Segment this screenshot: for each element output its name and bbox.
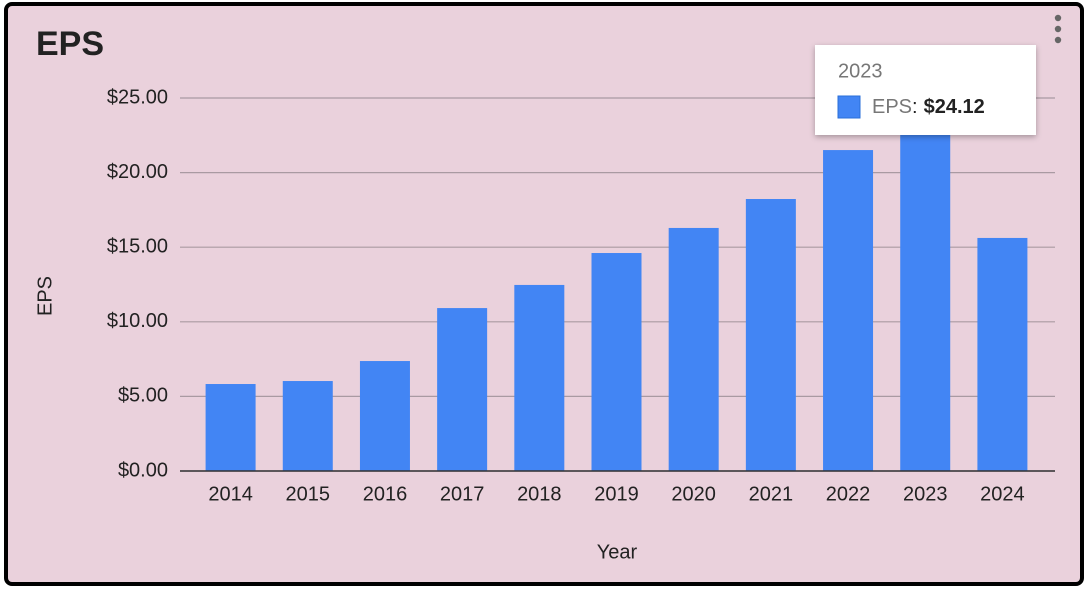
tooltip-box <box>815 45 1036 135</box>
plot-area: $0.00 $5.00 $10.00 $15.00 $20.00 $25.00 2014 20… <box>107 86 1055 505</box>
x-tick-label: 2017 <box>440 483 485 505</box>
bar <box>823 150 874 471</box>
y-tick-label: $25.00 <box>107 86 168 108</box>
bar <box>205 384 256 471</box>
x-axis-title: Year <box>597 541 638 563</box>
x-tick-label: 2024 <box>980 483 1025 505</box>
bar <box>900 111 951 471</box>
y-axis-title: EPS <box>34 276 56 316</box>
x-tick-label: 2015 <box>286 483 331 505</box>
tooltip-value: $24.12 <box>924 96 985 118</box>
bar <box>359 361 410 471</box>
tooltip-line: EPS: $24.12 <box>872 96 985 118</box>
menu-icon[interactable] <box>1054 14 1062 44</box>
chart-title: EPS <box>36 25 104 63</box>
x-tick-label: 2016 <box>363 483 408 505</box>
bar <box>514 284 565 471</box>
bar <box>745 199 796 471</box>
x-tick-label: 2014 <box>208 483 253 505</box>
y-tick-label: $5.00 <box>118 385 168 407</box>
bar <box>977 237 1028 471</box>
y-tick-label: $20.00 <box>107 161 168 183</box>
bar <box>282 381 333 471</box>
bar <box>591 253 642 471</box>
tooltip-series: EPS <box>872 96 912 118</box>
x-tick-label: 2019 <box>594 483 639 505</box>
x-tick-label: 2020 <box>671 483 716 505</box>
y-tick-label: $0.00 <box>118 459 168 481</box>
tooltip-separator: : <box>912 96 918 118</box>
x-tick-label: 2021 <box>749 483 794 505</box>
bar <box>668 227 719 471</box>
x-tick-label: 2018 <box>517 483 562 505</box>
y-tick-label: $10.00 <box>107 310 168 332</box>
tooltip-title: 2023 <box>838 60 883 82</box>
tooltip-swatch <box>837 95 861 119</box>
x-tick-label: 2023 <box>903 483 948 505</box>
x-tick-label: 2022 <box>826 483 871 505</box>
bar <box>437 308 488 471</box>
tooltip: 2023 EPS: $24.12 <box>815 45 1036 135</box>
y-tick-label: $15.00 <box>107 235 168 257</box>
